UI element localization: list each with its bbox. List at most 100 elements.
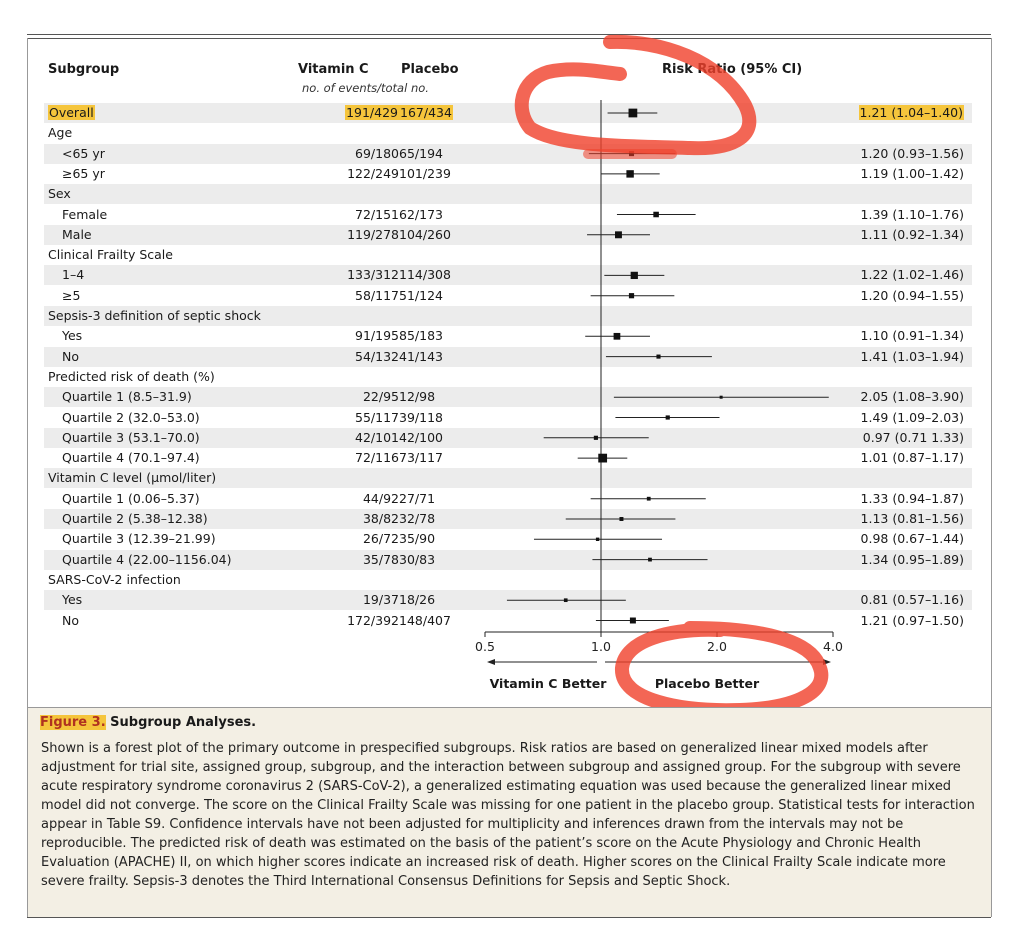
subgroup-label: Quartile 3 (53.1–70.0) <box>62 429 200 445</box>
subgroup-label: Male <box>62 226 92 242</box>
placebo-events: 32/78 <box>399 511 436 526</box>
figure-title: Figure 3. Subgroup Analyses. <box>40 715 256 730</box>
table-row: Clinical Frailty Scale <box>44 245 972 265</box>
header-vitamin-c: Vitamin C <box>298 62 369 77</box>
top-rule-inner <box>27 38 991 39</box>
subgroup-label: Sex <box>48 186 71 202</box>
subgroup-label: Age <box>48 125 73 141</box>
risk-ratio-ci: 1.49 (1.09–2.03) <box>860 409 964 425</box>
subgroup-label: Overall <box>48 105 95 120</box>
placebo-events: 148/407 <box>399 612 451 628</box>
bottom-rule <box>27 917 991 918</box>
frame-left-border <box>27 38 28 917</box>
vitamin-c-events: 35/78 <box>362 551 399 567</box>
subgroup-label: Sepsis-3 definition of septic shock <box>48 308 261 323</box>
table-row: Quartile 3 (53.1–70.0) 42/101 42/100 0.97 (… <box>44 427 972 448</box>
table-row: Quartile 3 (12.39–21.99) 26/72 35/90 0.98 (… <box>44 529 972 549</box>
subgroup-label: Yes <box>62 328 83 344</box>
subgroup-label: SARS-CoV-2 infection <box>48 571 181 587</box>
figure-number: Figure 3. <box>40 715 106 730</box>
placebo-events: 73/117 <box>399 450 443 466</box>
vitamin-c-events: 22/95 <box>362 389 399 405</box>
subgroup-label: No <box>62 612 79 628</box>
subgroup-label: 1–4 <box>62 267 85 283</box>
caption-box <box>28 707 991 918</box>
risk-ratio-ci: 1.13 (0.81–1.56) <box>860 511 964 526</box>
vitamin-c-events: 69/180 <box>355 145 399 161</box>
risk-ratio-ci: 2.05 (1.08–3.90) <box>860 389 964 405</box>
table-row: <65 yr 69/180 65/194 1.20 (0.93–1.56) <box>44 143 972 164</box>
subgroup-label: Predicted risk of death (%) <box>48 368 215 384</box>
subgroup-label: Vitamin C level (μmol/liter) <box>48 470 217 486</box>
table-row: Yes 19/37 18/26 0.81 (0.57–1.16) <box>44 590 972 611</box>
risk-ratio-ci: 0.81 (0.57–1.16) <box>860 592 964 608</box>
vitamin-c-events: 133/312 <box>347 267 399 283</box>
placebo-events: 62/173 <box>399 206 443 222</box>
x-tick-label: 1.0 <box>591 639 611 654</box>
table-row: Quartile 4 (22.00–1156.04) 35/78 30/83 1.34… <box>44 549 972 570</box>
risk-ratio-ci: 1.19 (1.00–1.42) <box>860 165 964 181</box>
placebo-events: 27/71 <box>399 490 436 506</box>
placebo-events: 39/118 <box>399 409 443 425</box>
subgroup-label: Female <box>62 206 108 222</box>
table-row: No 172/392 148/407 1.21 (0.97–1.50) <box>44 611 972 631</box>
header-events-note: no. of events/total no. <box>302 81 429 95</box>
vitamin-c-events: 54/132 <box>355 348 399 364</box>
subgroup-label: <65 yr <box>62 145 105 161</box>
subgroup-label: Quartile 2 (32.0–53.0) <box>62 409 200 425</box>
risk-ratio-ci: 1.41 (1.03–1.94) <box>860 348 964 364</box>
header-subgroup: Subgroup <box>48 62 120 77</box>
table-row: Female 72/151 62/173 1.39 (1.10–1.76) <box>44 205 972 225</box>
placebo-events: 51/124 <box>399 287 443 303</box>
risk-ratio-ci: 1.39 (1.10–1.76) <box>860 206 964 222</box>
subgroup-label: ≥5 <box>62 287 81 303</box>
risk-ratio-ci: 1.20 (0.93–1.56) <box>860 145 964 161</box>
top-rule <box>27 34 991 35</box>
vitamin-c-events: 119/278 <box>347 226 399 242</box>
subgroup-label: Quartile 1 (8.5–31.9) <box>62 389 192 405</box>
vitamin-c-events: 42/101 <box>355 429 399 445</box>
vitamin-c-events: 44/92 <box>362 490 399 506</box>
vitamin-c-events: 55/117 <box>355 409 399 425</box>
vitamin-c-events: 91/195 <box>355 328 399 344</box>
left-arrow-head <box>487 659 495 665</box>
placebo-events: 42/100 <box>399 429 443 445</box>
x-tick-label: 0.5 <box>475 639 495 654</box>
placebo-events: 30/83 <box>399 551 436 567</box>
header-placebo: Placebo <box>401 62 459 77</box>
table-row: SARS-CoV-2 infection <box>44 570 972 590</box>
vitamin-c-events: 26/72 <box>362 531 399 547</box>
right-arrow-head <box>823 659 831 665</box>
vitamin-c-events: 172/392 <box>347 612 399 628</box>
placebo-better-label: Placebo Better <box>655 676 760 691</box>
placebo-events: 41/143 <box>399 348 443 364</box>
subgroup-label: Quartile 4 (22.00–1156.04) <box>62 551 232 567</box>
vitamin-c-events: 191/429 <box>345 105 399 120</box>
placebo-events: 167/434 <box>399 105 453 120</box>
header-risk-ratio: Risk Ratio (95% CI) <box>662 62 803 77</box>
frame-right-border <box>991 38 992 917</box>
table-row: Quartile 4 (70.1–97.4) 72/116 73/117 1.01 (… <box>44 448 972 468</box>
placebo-events: 35/90 <box>399 531 436 547</box>
vitamin-c-events: 19/37 <box>362 592 399 608</box>
figure-title-text: Subgroup Analyses. <box>110 715 257 730</box>
subgroup-label: Quartile 2 (5.38–12.38) <box>62 511 208 526</box>
table-row: Quartile 2 (32.0–53.0) 55/117 39/118 1.49 (… <box>44 408 972 428</box>
risk-ratio-ci: 1.21 (1.04–1.40) <box>858 105 964 120</box>
table-row: Sepsis-3 definition of septic shock <box>44 306 972 326</box>
table-row: Overall 191/429 167/434 1.21 (1.04–1.40) <box>44 103 972 123</box>
table-row: 1–4 133/312 114/308 1.22 (1.02–1.46) <box>44 265 972 286</box>
risk-ratio-ci: 1.22 (1.02–1.46) <box>860 267 964 283</box>
risk-ratio-ci: 1.11 (0.92–1.34) <box>860 226 964 242</box>
table-row: Age <box>44 123 972 143</box>
table-row: Quartile 1 (0.06–5.37) 44/92 27/71 1.33 (0.… <box>44 489 972 509</box>
risk-ratio-ci: 1.10 (0.91–1.34) <box>860 328 964 344</box>
table-row: Quartile 1 (8.5–31.9) 22/95 12/98 2.05 (1.0… <box>44 387 972 408</box>
vitamin-c-better-label: Vitamin C Better <box>490 676 608 691</box>
subgroup-label: ≥65 yr <box>62 165 105 181</box>
x-tick-label: 4.0 <box>823 639 843 654</box>
table-row: Male 119/278 104/260 1.11 (0.92–1.34) <box>44 224 972 245</box>
vitamin-c-events: 122/249 <box>347 165 399 181</box>
figure-caption: Shown is a forest plot of the primary ou… <box>41 741 975 889</box>
subgroup-label: Yes <box>62 592 83 608</box>
